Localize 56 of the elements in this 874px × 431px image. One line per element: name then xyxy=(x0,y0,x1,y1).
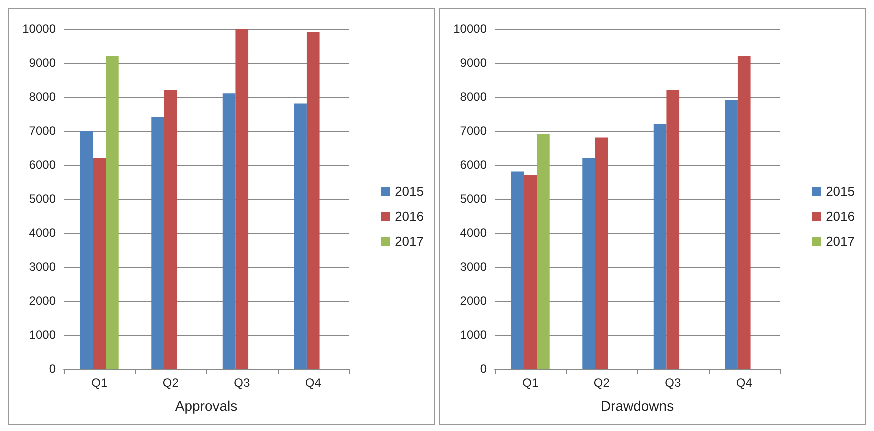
legend-label: 2017 xyxy=(826,234,855,249)
y-tick-label: 8000 xyxy=(29,90,56,104)
y-tick-label: 10000 xyxy=(22,22,56,36)
bar xyxy=(80,131,94,369)
bar xyxy=(294,104,307,369)
y-tick-label: 2000 xyxy=(29,294,56,308)
legend-label: 2016 xyxy=(826,209,855,224)
bar xyxy=(222,94,236,369)
y-tick-label: 1000 xyxy=(460,328,488,342)
bar xyxy=(106,56,119,369)
bar xyxy=(152,117,164,369)
x-axis-title: Drawdowns xyxy=(600,398,674,414)
y-tick-label: 1000 xyxy=(29,328,56,342)
x-tick-label: Q3 xyxy=(234,376,250,390)
x-tick-label: Q1 xyxy=(522,376,539,390)
y-tick-label: 0 xyxy=(480,362,488,376)
bar xyxy=(654,124,667,369)
y-tick-label: 3000 xyxy=(29,260,56,274)
legend-label: 2015 xyxy=(395,184,424,199)
bar xyxy=(164,90,178,369)
bar xyxy=(236,29,249,369)
x-tick-label: Q3 xyxy=(665,376,682,390)
y-tick-label: 6000 xyxy=(460,158,488,172)
x-axis-title: Approvals xyxy=(175,398,238,414)
x-tick-label: Q4 xyxy=(736,376,753,390)
y-tick-label: 4000 xyxy=(29,226,56,240)
y-tick-label: 0 xyxy=(49,362,56,376)
y-tick-label: 6000 xyxy=(29,158,56,172)
bar xyxy=(511,172,524,369)
y-tick-label: 9000 xyxy=(29,56,56,70)
y-tick-label: 9000 xyxy=(460,56,488,70)
y-tick-label: 8000 xyxy=(460,90,488,104)
bar xyxy=(595,138,608,369)
legend-label: 2016 xyxy=(395,209,424,224)
bar xyxy=(666,90,680,369)
bar xyxy=(582,158,596,369)
x-tick-label: Q2 xyxy=(594,376,610,390)
y-tick-label: 7000 xyxy=(460,124,488,138)
legend-label: 2015 xyxy=(826,184,855,199)
x-tick-label: Q4 xyxy=(305,376,322,390)
y-tick-label: 7000 xyxy=(29,124,56,138)
x-tick-label: Q2 xyxy=(162,376,180,390)
bar xyxy=(738,56,751,369)
bar xyxy=(306,32,320,369)
y-tick-label: 4000 xyxy=(460,226,488,240)
y-tick-label: 5000 xyxy=(29,192,56,206)
bar xyxy=(524,175,538,369)
y-tick-label: 5000 xyxy=(460,192,488,206)
y-tick-label: 3000 xyxy=(460,260,488,274)
y-tick-label: 10000 xyxy=(454,22,488,36)
bar xyxy=(725,100,738,369)
bar xyxy=(93,158,106,369)
bar xyxy=(537,134,550,369)
legend-label: 2017 xyxy=(395,234,424,249)
x-tick-label: Q1 xyxy=(92,376,108,390)
y-tick-label: 2000 xyxy=(460,294,488,308)
